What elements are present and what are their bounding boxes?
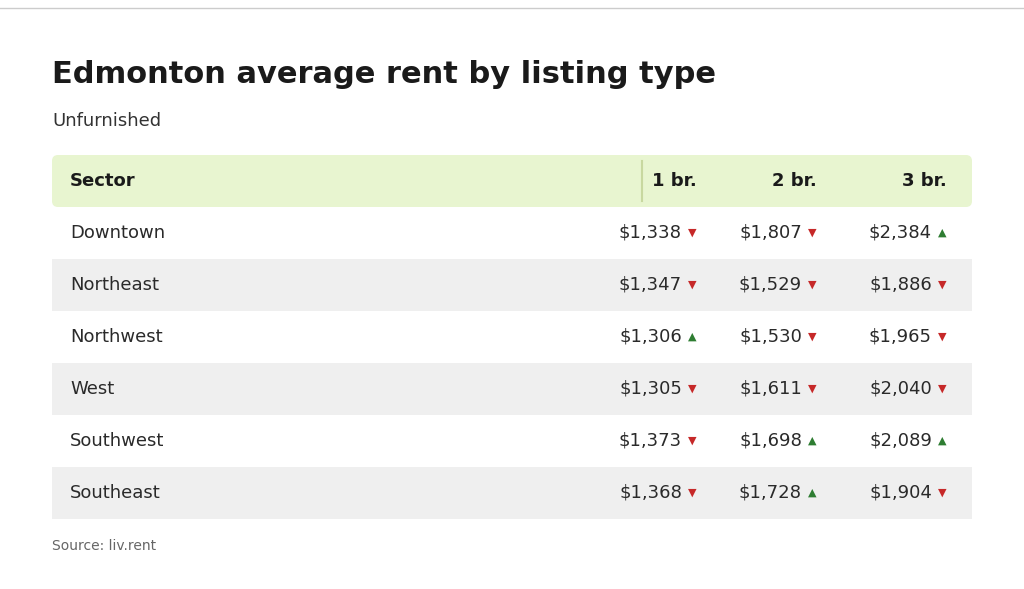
Text: ▲: ▲ bbox=[938, 436, 946, 446]
Text: ▼: ▼ bbox=[808, 228, 816, 238]
Text: $1,305: $1,305 bbox=[620, 380, 682, 398]
Text: ▲: ▲ bbox=[688, 332, 696, 342]
Text: $2,089: $2,089 bbox=[869, 432, 932, 450]
FancyBboxPatch shape bbox=[52, 155, 972, 207]
Text: $1,611: $1,611 bbox=[739, 380, 802, 398]
Text: ▼: ▼ bbox=[808, 280, 816, 290]
Text: Southwest: Southwest bbox=[70, 432, 165, 450]
Text: Source: liv.rent: Source: liv.rent bbox=[52, 539, 156, 553]
Text: ▼: ▼ bbox=[938, 280, 946, 290]
Text: ▼: ▼ bbox=[688, 228, 696, 238]
Text: ▼: ▼ bbox=[808, 332, 816, 342]
Bar bbox=[52, 311, 972, 363]
Text: 2 br.: 2 br. bbox=[772, 172, 816, 190]
Bar bbox=[52, 207, 972, 259]
Text: ▼: ▼ bbox=[688, 280, 696, 290]
Text: Northwest: Northwest bbox=[70, 328, 163, 346]
Text: $1,529: $1,529 bbox=[739, 276, 802, 294]
Text: ▼: ▼ bbox=[938, 488, 946, 498]
Text: ▲: ▲ bbox=[808, 436, 816, 446]
Text: Edmonton average rent by listing type: Edmonton average rent by listing type bbox=[52, 60, 716, 89]
Text: Southeast: Southeast bbox=[70, 484, 161, 502]
Text: ▼: ▼ bbox=[688, 384, 696, 394]
Text: $1,965: $1,965 bbox=[869, 328, 932, 346]
Text: ▼: ▼ bbox=[808, 384, 816, 394]
Bar bbox=[52, 467, 972, 519]
Text: ▲: ▲ bbox=[808, 488, 816, 498]
Text: $1,338: $1,338 bbox=[618, 224, 682, 242]
Text: $2,384: $2,384 bbox=[869, 224, 932, 242]
Text: Northeast: Northeast bbox=[70, 276, 159, 294]
Text: $1,373: $1,373 bbox=[618, 432, 682, 450]
Text: West: West bbox=[70, 380, 115, 398]
Text: ▼: ▼ bbox=[938, 332, 946, 342]
Text: ▼: ▼ bbox=[938, 384, 946, 394]
Text: $2,040: $2,040 bbox=[869, 380, 932, 398]
Text: Unfurnished: Unfurnished bbox=[52, 112, 161, 130]
Text: $1,306: $1,306 bbox=[620, 328, 682, 346]
Text: $1,728: $1,728 bbox=[739, 484, 802, 502]
Text: $1,807: $1,807 bbox=[739, 224, 802, 242]
Text: Downtown: Downtown bbox=[70, 224, 165, 242]
Text: $1,368: $1,368 bbox=[620, 484, 682, 502]
Text: Sector: Sector bbox=[70, 172, 135, 190]
Bar bbox=[52, 259, 972, 311]
Text: $1,530: $1,530 bbox=[739, 328, 802, 346]
Text: $1,886: $1,886 bbox=[869, 276, 932, 294]
Text: $1,698: $1,698 bbox=[739, 432, 802, 450]
Text: ▼: ▼ bbox=[688, 436, 696, 446]
Text: $1,347: $1,347 bbox=[618, 276, 682, 294]
Bar bbox=[52, 415, 972, 467]
Text: 1 br.: 1 br. bbox=[651, 172, 696, 190]
Text: ▼: ▼ bbox=[688, 488, 696, 498]
Text: 3 br.: 3 br. bbox=[901, 172, 946, 190]
Text: $1,904: $1,904 bbox=[869, 484, 932, 502]
Bar bbox=[52, 363, 972, 415]
Text: ▲: ▲ bbox=[938, 228, 946, 238]
